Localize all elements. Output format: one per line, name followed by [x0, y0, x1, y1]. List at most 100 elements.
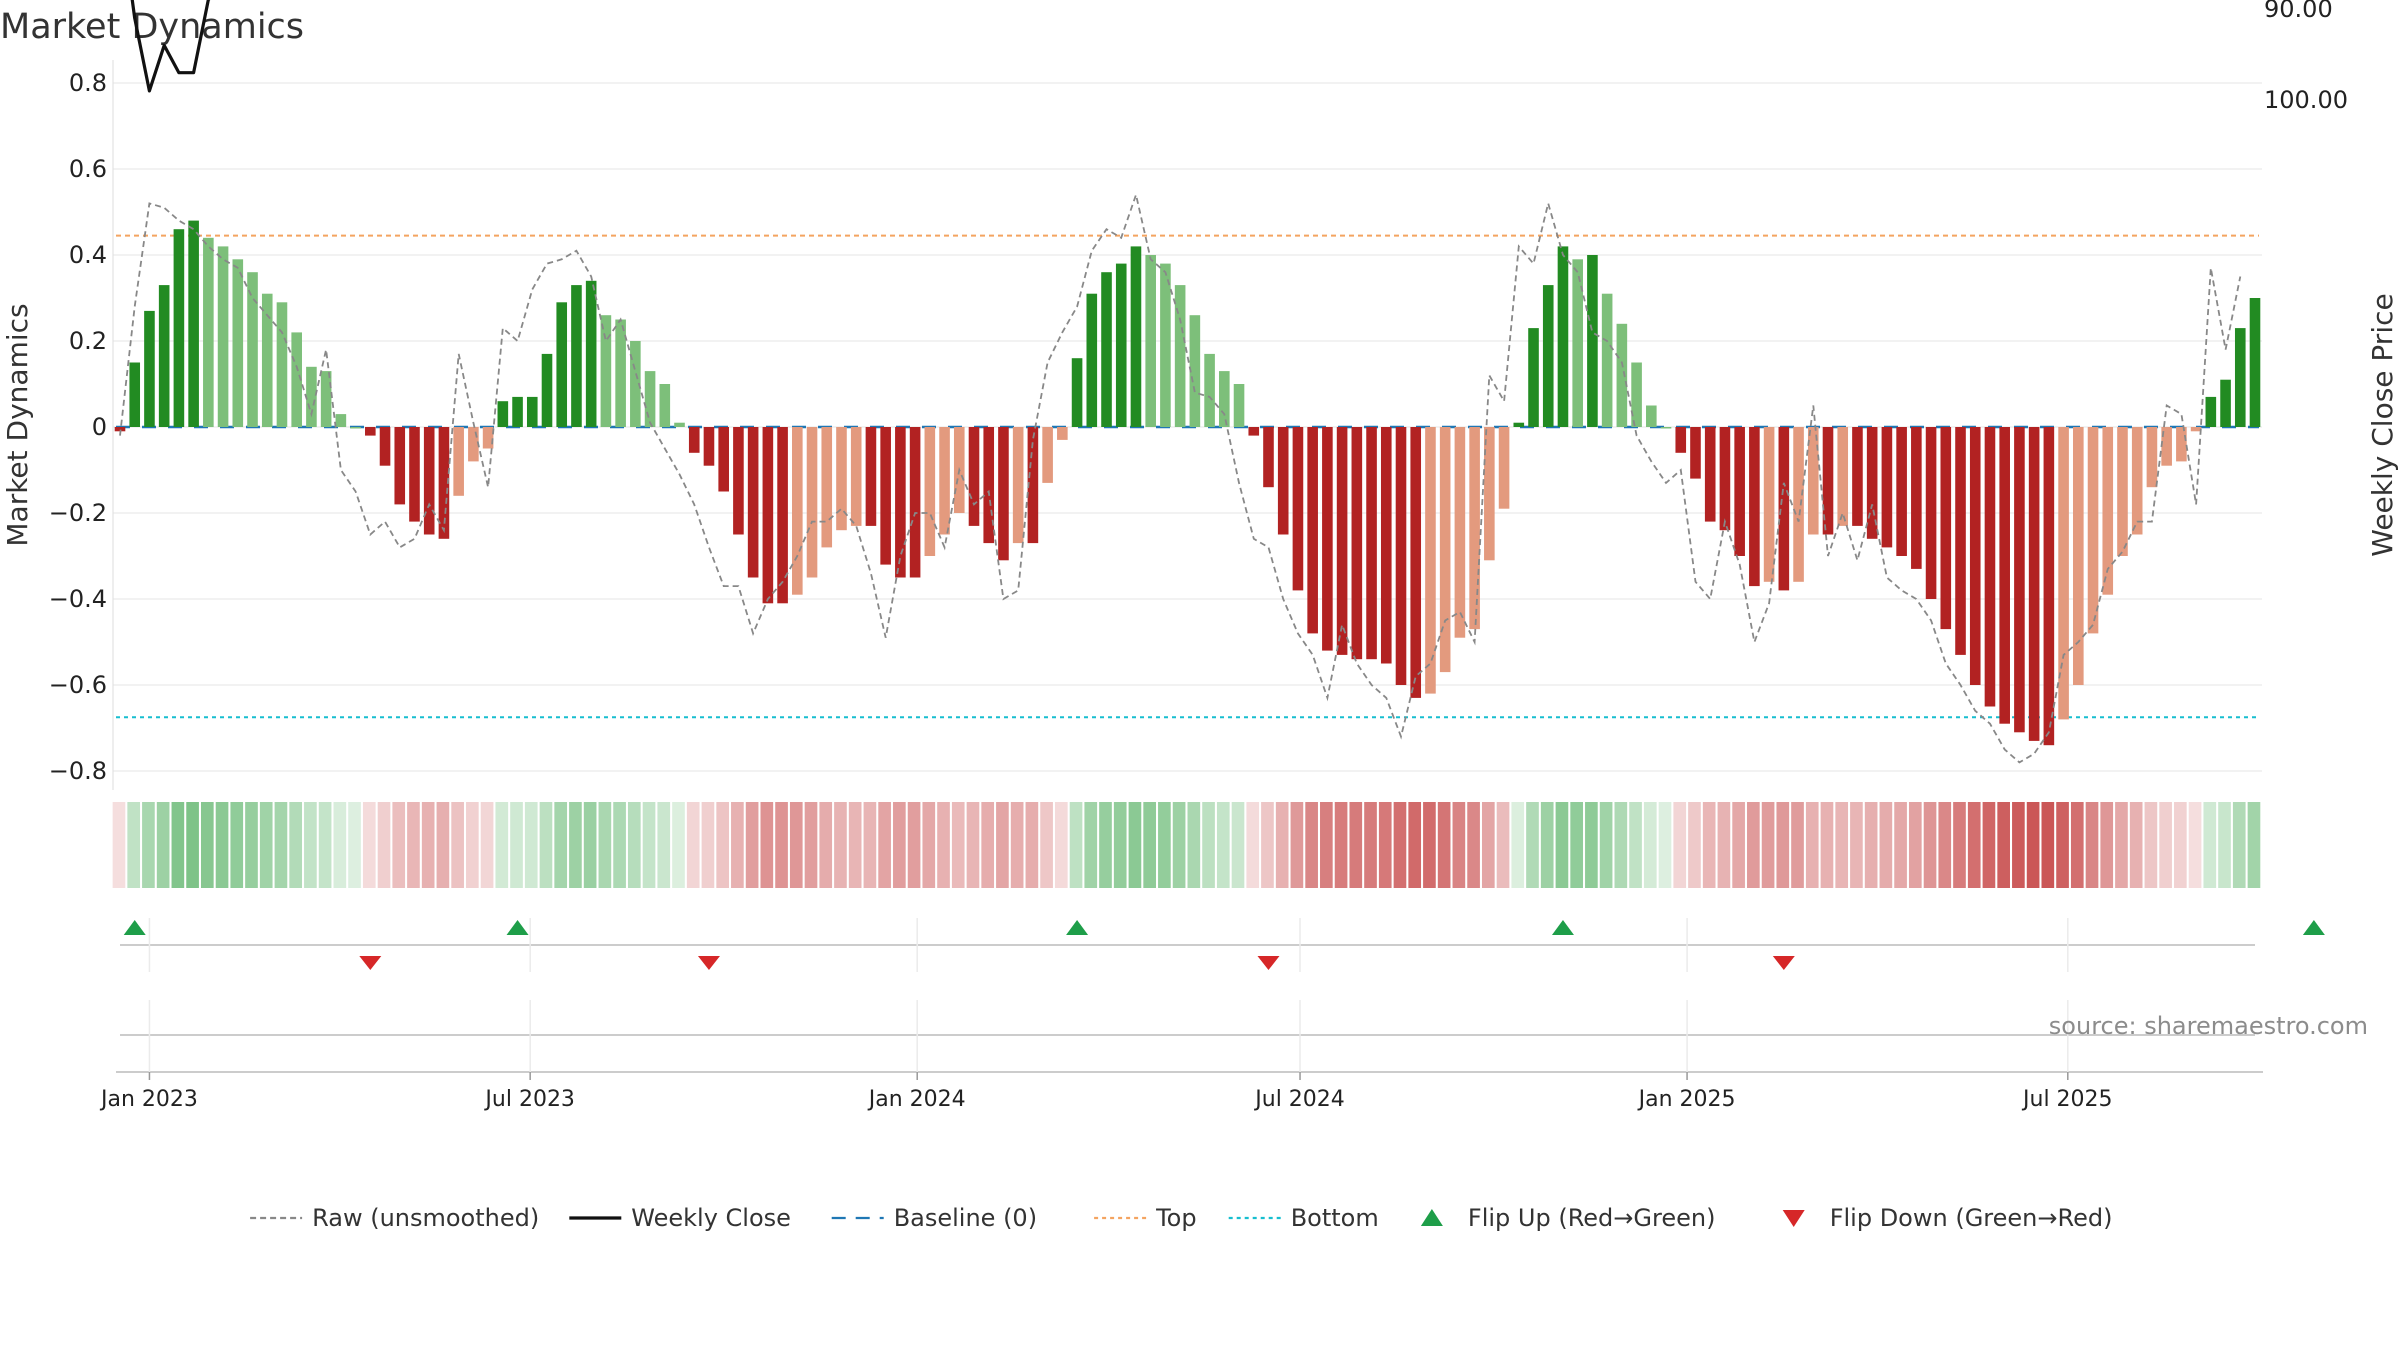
- legend-label: Flip Up (Red→Green): [1468, 1204, 1716, 1232]
- empty-lower-panel: [116, 1000, 2263, 1073]
- bar: [423, 427, 435, 535]
- strip-cell: [245, 802, 258, 888]
- strip-cell: [1879, 802, 1893, 888]
- bar: [703, 427, 715, 466]
- bar: [261, 293, 273, 427]
- bar: [291, 332, 302, 427]
- date-tick-label: Jan 2025: [1637, 1087, 1736, 1112]
- bar: [2102, 427, 2114, 595]
- strip-cell: [1540, 802, 1554, 888]
- bar: [2087, 427, 2099, 634]
- bar: [1263, 427, 1274, 488]
- y-tick-label: 0: [92, 413, 107, 441]
- strip-cell: [112, 802, 126, 888]
- strip-cell: [1673, 802, 1687, 888]
- strip-cell: [1069, 802, 1083, 888]
- strip-cell: [937, 802, 950, 888]
- strip-cell: [1761, 802, 1775, 888]
- bar: [526, 396, 538, 427]
- bar: [747, 427, 759, 578]
- strip-cell: [1099, 802, 1112, 888]
- bar: [379, 427, 391, 466]
- legend-label: Flip Down (Green→Red): [1830, 1204, 2113, 1232]
- strip-cell: [1850, 802, 1863, 888]
- strip-cell: [745, 802, 759, 888]
- strip-cell: [1614, 802, 1628, 888]
- strip-cell: [627, 802, 641, 888]
- bar: [2043, 427, 2055, 746]
- bar: [939, 427, 950, 535]
- strip-cell: [1820, 802, 1834, 888]
- strip-cell: [598, 802, 612, 888]
- strip-cell: [1982, 802, 1996, 888]
- strip-cell: [1172, 802, 1186, 888]
- bar: [497, 401, 509, 427]
- bar: [924, 427, 936, 556]
- bar: [1322, 427, 1333, 651]
- legend-item: Flip Down (Green→Red): [1782, 1204, 2113, 1232]
- strip-cell: [1732, 802, 1745, 888]
- strip-cell: [1791, 802, 1804, 888]
- bar: [2117, 427, 2128, 556]
- strip-cell: [318, 802, 332, 888]
- bar: [1248, 427, 1260, 436]
- bar: [2220, 379, 2231, 427]
- y2-tick-label: 100.00: [2264, 86, 2348, 114]
- strip-cell: [1585, 802, 1598, 888]
- bar: [1719, 427, 1731, 531]
- flip-up-marker: [1551, 920, 1574, 935]
- bar: [1601, 293, 1613, 427]
- bar: [1940, 427, 1952, 630]
- raw-unsmoothed-line: [119, 191, 2242, 764]
- bar: [1307, 427, 1318, 634]
- strip-cell: [1202, 802, 1215, 888]
- regime-strip: [112, 802, 2261, 888]
- strip-cell: [200, 802, 214, 888]
- strip-cell: [1320, 802, 1333, 888]
- y-tick-label: −0.8: [49, 757, 107, 785]
- left-axis-ticks: 0.8 0.6 0.4 0.2 0 −0.2 −0.4 −0.6 −0.8: [49, 69, 107, 785]
- flip-up-marker: [123, 920, 146, 935]
- bar: [2131, 427, 2143, 535]
- bar: [1542, 285, 1554, 427]
- strip-cell: [1908, 802, 1922, 888]
- strip-cell: [510, 802, 523, 888]
- strip-cell: [436, 802, 450, 888]
- bar: [1513, 422, 1525, 427]
- bar: [2176, 427, 2187, 462]
- strip-cell: [1717, 802, 1731, 888]
- bar: [335, 414, 347, 427]
- date-tick-label: Jan 2023: [99, 1087, 198, 1112]
- bar: [1336, 427, 1348, 655]
- bar: [2205, 396, 2217, 427]
- strip-cell: [583, 802, 597, 888]
- strip-cell: [686, 802, 700, 888]
- strip-cell: [642, 802, 656, 888]
- strip-cell: [1261, 802, 1274, 888]
- bar: [1042, 427, 1053, 483]
- strip-cell: [1967, 802, 1981, 888]
- y2-axis-label: Weekly Close Price: [2366, 293, 2399, 556]
- bar: [1115, 263, 1127, 427]
- strip-cell: [1290, 802, 1304, 888]
- bar: [1837, 427, 1849, 526]
- strip-cell: [304, 802, 317, 888]
- strip-cell: [2070, 802, 2084, 888]
- bar: [1484, 427, 1495, 561]
- strip-cell: [1054, 802, 1068, 888]
- flip-down-marker: [1257, 956, 1280, 970]
- bar: [1572, 259, 1583, 427]
- bar: [1587, 255, 1598, 427]
- strip-cell: [2144, 802, 2158, 888]
- bar: [733, 427, 744, 535]
- strip-cell: [2247, 802, 2261, 888]
- bar: [320, 371, 332, 427]
- bar: [276, 302, 288, 427]
- strip-cell: [333, 802, 347, 888]
- strip-cell: [1084, 802, 1098, 888]
- strip-cell: [1997, 802, 2010, 888]
- strip-cell: [1923, 802, 1937, 888]
- bar: [1896, 427, 1907, 556]
- bar: [792, 427, 803, 595]
